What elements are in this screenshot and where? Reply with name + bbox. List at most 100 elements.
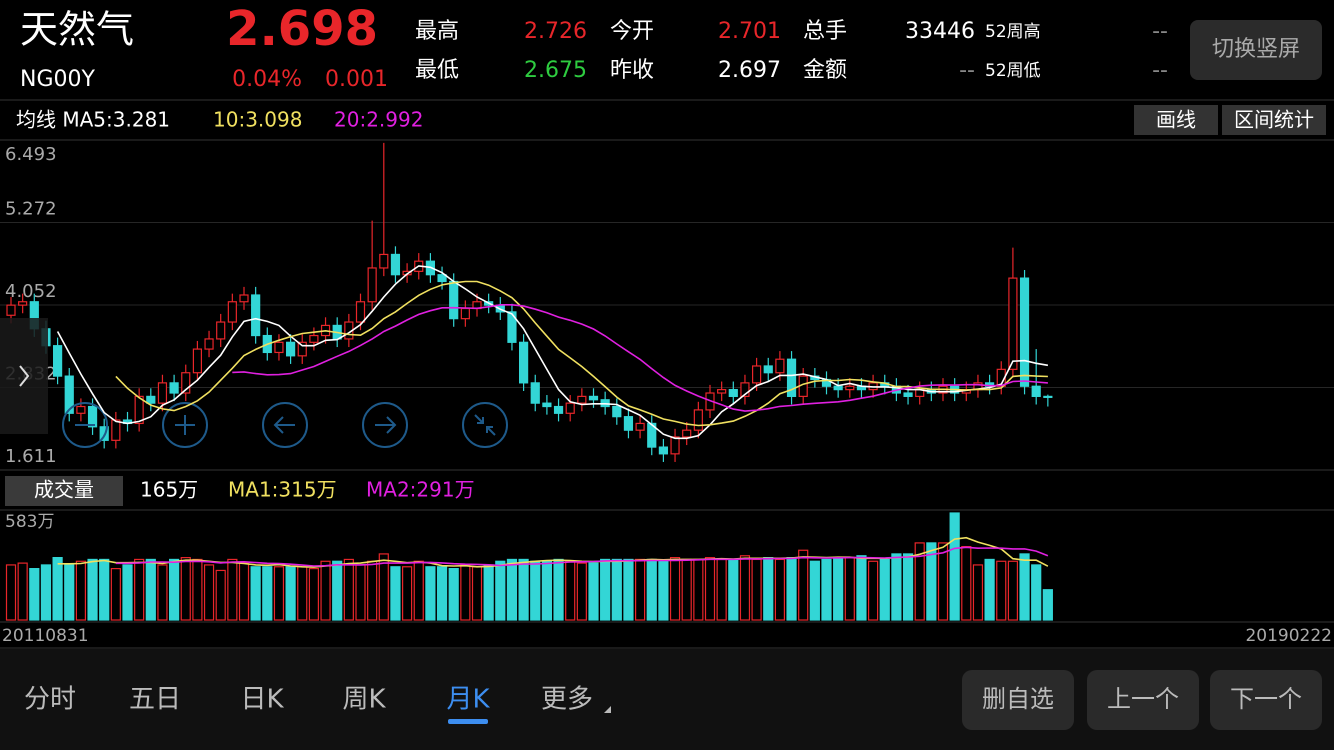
volume-bar (623, 558, 634, 621)
candle-body (903, 392, 913, 397)
volume-bar (576, 562, 587, 621)
candle-body (693, 409, 703, 431)
volume-bar (320, 560, 331, 621)
volume-bar (192, 558, 203, 621)
stat: -- (959, 58, 975, 83)
volume-bar (681, 558, 692, 621)
volume-bar (809, 560, 820, 621)
volume-bar (553, 558, 564, 621)
tab[interactable]: 日K (240, 685, 284, 715)
volume-bar (565, 560, 576, 621)
volume-bar (134, 558, 145, 621)
volume-bar (436, 566, 448, 621)
tab[interactable]: 分时 (24, 685, 76, 715)
y-tick-label: 1.611 (5, 446, 57, 467)
candle-body (542, 402, 552, 408)
candle-body (239, 294, 249, 303)
chart-controls (62, 402, 508, 448)
volume-ma1: MA1:315万 (228, 478, 337, 502)
tab[interactable]: 周K (342, 685, 386, 715)
volume-bar (262, 566, 273, 621)
nav-button[interactable] (1210, 670, 1322, 730)
stat: 33446 (905, 19, 975, 44)
volume-bar (332, 560, 343, 621)
volume-bar (588, 562, 599, 621)
volume-bar (99, 558, 110, 621)
volume-bar (367, 560, 378, 621)
tabs: 分时 五日 日K 周K 月K 更多 (24, 685, 611, 724)
volume-bar (169, 558, 180, 621)
candle-body (6, 304, 16, 316)
candle-body (390, 253, 401, 276)
candle-body (565, 402, 575, 414)
stat: 2.675 (524, 58, 587, 83)
volume-bar (87, 558, 98, 621)
volume-bar (413, 560, 424, 621)
ma5-label: 均线 MA5:3.281 (16, 108, 170, 132)
volume-bar (926, 542, 937, 621)
shrink[interactable] (462, 402, 508, 448)
tab[interactable]: 更多 (541, 685, 593, 715)
volume-bar (634, 558, 646, 621)
nav-button-label: 上一个 (1107, 685, 1179, 713)
candle-body (577, 395, 587, 404)
stats-button[interactable] (1222, 105, 1326, 135)
end-date: 20190222 (1245, 626, 1332, 646)
candle-body (18, 301, 28, 306)
volume-bar (273, 566, 285, 621)
nav-button[interactable] (1087, 670, 1199, 730)
volume-bar (786, 556, 797, 621)
volume-bar (646, 558, 657, 621)
candle-body (623, 416, 634, 431)
volume-bar (483, 564, 494, 621)
volume-bar (378, 553, 389, 621)
rotate-button[interactable] (1190, 20, 1322, 80)
candle-body (216, 321, 226, 340)
volume-bar (1007, 560, 1019, 621)
draw-button[interactable] (1134, 105, 1218, 135)
candle-body (76, 405, 86, 414)
ma20-line (232, 303, 1048, 412)
move-left[interactable] (262, 402, 308, 448)
stat: 2.701 (718, 19, 781, 44)
volume-bar (949, 512, 960, 621)
zoom-out[interactable] (62, 402, 108, 448)
tab[interactable]: 月K (446, 685, 490, 715)
zoom-in[interactable] (162, 402, 208, 448)
volume-bar (52, 556, 63, 621)
candle-body (449, 280, 459, 320)
candle-body (751, 365, 762, 384)
volume-button[interactable] (5, 476, 123, 506)
stat: 最低 (415, 58, 459, 83)
move-right[interactable] (362, 402, 408, 448)
candle-body (1019, 277, 1030, 387)
stat: 52周高 (985, 22, 1041, 42)
volume-bar (17, 562, 28, 621)
volume-bar (110, 568, 121, 621)
candle-body (204, 338, 214, 350)
volume-bar (763, 556, 774, 621)
tab[interactable]: 五日 (129, 685, 181, 715)
candle-body (297, 341, 307, 357)
candle-body (845, 385, 855, 391)
volume-bar (704, 556, 716, 621)
nav-button-label: 下一个 (1230, 685, 1302, 713)
candle-body (635, 422, 645, 431)
ma10-line (115, 280, 1048, 427)
candle-body (670, 436, 680, 455)
y-tick-label: 6.493 (5, 144, 57, 165)
volume-bar (145, 558, 156, 621)
candle-body (658, 446, 669, 455)
candle-body (355, 301, 366, 323)
side-tab[interactable] (0, 318, 48, 434)
volume-label: 成交量 (34, 478, 94, 502)
volume-bar (238, 562, 250, 621)
stat: 总手 (803, 19, 847, 44)
volume-bar (425, 566, 436, 621)
volume-bar (972, 564, 984, 621)
nav-button[interactable] (962, 670, 1074, 730)
volume-current: 165万 (140, 478, 198, 502)
volume-ma2-line (115, 546, 1049, 567)
volume-bar (914, 542, 925, 621)
